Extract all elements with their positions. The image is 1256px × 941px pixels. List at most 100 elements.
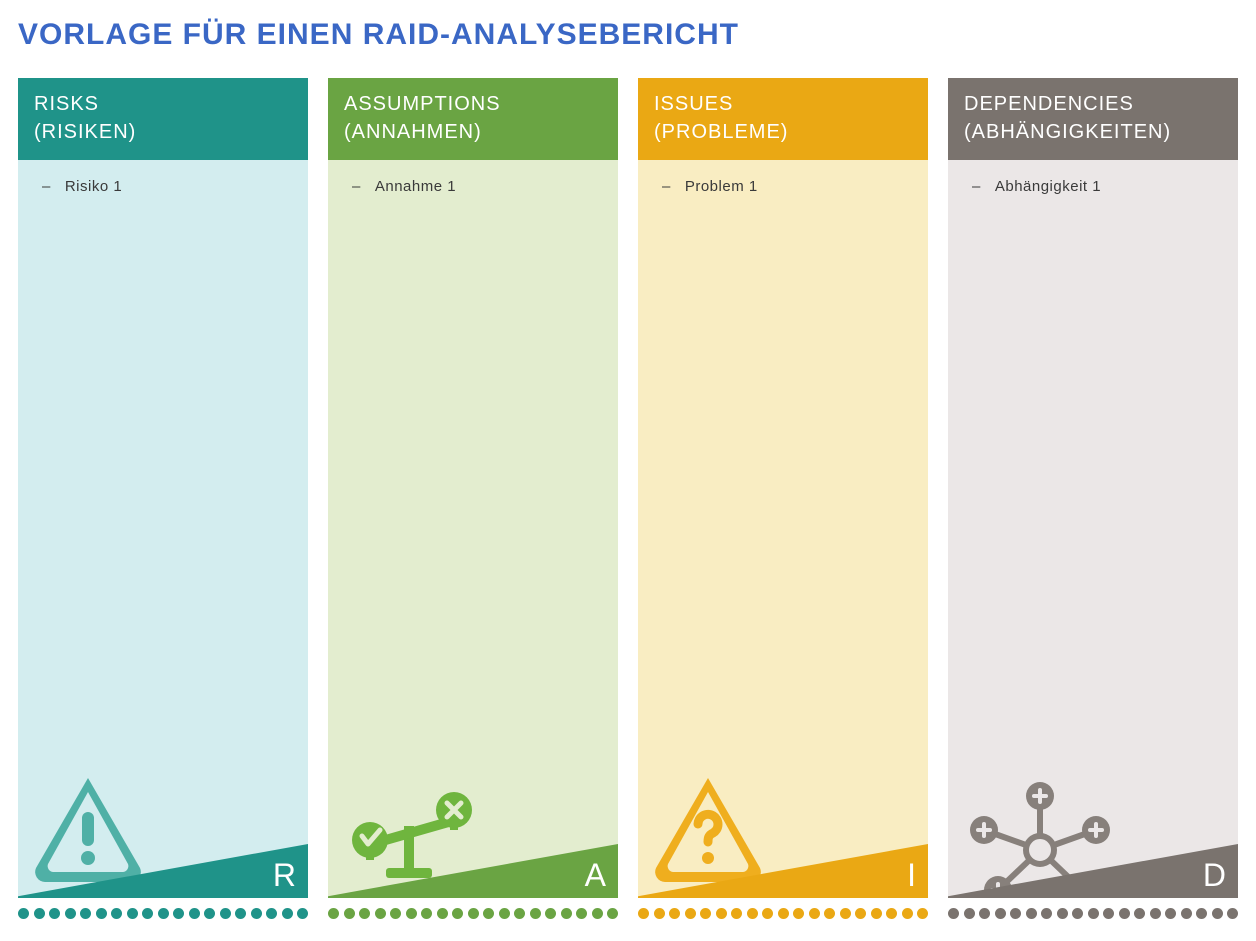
column-corner: A [328, 844, 618, 898]
item-text: Abhängigkeit 1 [995, 178, 1220, 195]
column-letter: A [585, 857, 606, 894]
column-dependencies: DEPENDENCIES (ABHÄNGIGKEITEN) – Abhängig… [948, 78, 1238, 898]
column-letter: R [273, 857, 296, 894]
bullet-dash: – [662, 178, 671, 195]
dots-dependencies [948, 906, 1238, 920]
dot [716, 908, 727, 919]
dot [855, 908, 866, 919]
dot [1196, 908, 1207, 919]
list-item: – Abhängigkeit 1 [966, 178, 1220, 195]
dot [592, 908, 603, 919]
column-issues-body: – Problem 1 I [638, 160, 928, 898]
dot [452, 908, 463, 919]
column-letter: D [1203, 857, 1226, 894]
column-corner: D [948, 844, 1238, 898]
dot [297, 908, 308, 919]
column-corner: I [638, 844, 928, 898]
dot [80, 908, 91, 919]
column-risks: RISKS (RISIKEN) – Risiko 1 [18, 78, 308, 898]
dot [917, 908, 928, 919]
dot [266, 908, 277, 919]
item-text: Risiko 1 [65, 178, 290, 195]
dots-issues [638, 906, 928, 920]
dot [731, 908, 742, 919]
dot [669, 908, 680, 919]
dot [142, 908, 153, 919]
dot [1165, 908, 1176, 919]
dot [762, 908, 773, 919]
column-risks-body: – Risiko 1 R [18, 160, 308, 898]
dot [1010, 908, 1021, 919]
column-assumptions-header: ASSUMPTIONS (ANNAHMEN) [328, 78, 618, 160]
dots-row [18, 906, 1238, 920]
column-header-line2: (ANNAHMEN) [344, 121, 482, 143]
column-header-line1: DEPENDENCIES [964, 93, 1134, 115]
warning-exclaim-icon [28, 772, 168, 892]
network-plus-icon [960, 772, 1100, 892]
dot [328, 908, 339, 919]
dot [235, 908, 246, 919]
column-issues: ISSUES (PROBLEME) – Problem 1 [638, 78, 928, 898]
dot [204, 908, 215, 919]
dot [964, 908, 975, 919]
dot [902, 908, 913, 919]
warning-question-icon [648, 772, 788, 892]
dot [747, 908, 758, 919]
dot [700, 908, 711, 919]
dot [654, 908, 665, 919]
list-item: – Risiko 1 [36, 178, 290, 195]
dot [979, 908, 990, 919]
dot [1057, 908, 1068, 919]
balance-scale-icon [342, 770, 482, 890]
dot [1088, 908, 1099, 919]
dot [49, 908, 60, 919]
dot [96, 908, 107, 919]
column-header-line1: ISSUES [654, 93, 733, 115]
dot [809, 908, 820, 919]
column-corner: R [18, 844, 308, 898]
dot [886, 908, 897, 919]
page-title: VORLAGE FÜR EINEN RAID-ANALYSEBERICHT [18, 18, 1238, 52]
dot [189, 908, 200, 919]
dot [840, 908, 851, 919]
dots-risks [18, 906, 308, 920]
dot [638, 908, 649, 919]
column-assumptions-body: – Annahme 1 [328, 160, 618, 898]
bullet-dash: – [972, 178, 981, 195]
dot [127, 908, 138, 919]
dot [1026, 908, 1037, 919]
dot [437, 908, 448, 919]
dot [390, 908, 401, 919]
dot [375, 908, 386, 919]
column-risks-header: RISKS (RISIKEN) [18, 78, 308, 160]
bullet-dash: – [352, 178, 361, 195]
dots-assumptions [328, 906, 618, 920]
raid-columns: RISKS (RISIKEN) – Risiko 1 [18, 78, 1238, 898]
dot [871, 908, 882, 919]
item-text: Annahme 1 [375, 178, 600, 195]
dot [173, 908, 184, 919]
dot [1119, 908, 1130, 919]
dot [18, 908, 29, 919]
dot [530, 908, 541, 919]
dot [561, 908, 572, 919]
dot [499, 908, 510, 919]
column-header-line2: (ABHÄNGIGKEITEN) [964, 121, 1171, 143]
dot [545, 908, 556, 919]
column-dependencies-body: – Abhängigkeit 1 [948, 160, 1238, 898]
dot [607, 908, 618, 919]
dot [1041, 908, 1052, 919]
dot [468, 908, 479, 919]
dot [995, 908, 1006, 919]
column-header-line1: RISKS [34, 93, 99, 115]
dot [824, 908, 835, 919]
dot [793, 908, 804, 919]
dot [483, 908, 494, 919]
dot [65, 908, 76, 919]
dot [1227, 908, 1238, 919]
dot [359, 908, 370, 919]
dot [111, 908, 122, 919]
item-text: Problem 1 [685, 178, 910, 195]
dot [282, 908, 293, 919]
dot [1103, 908, 1114, 919]
